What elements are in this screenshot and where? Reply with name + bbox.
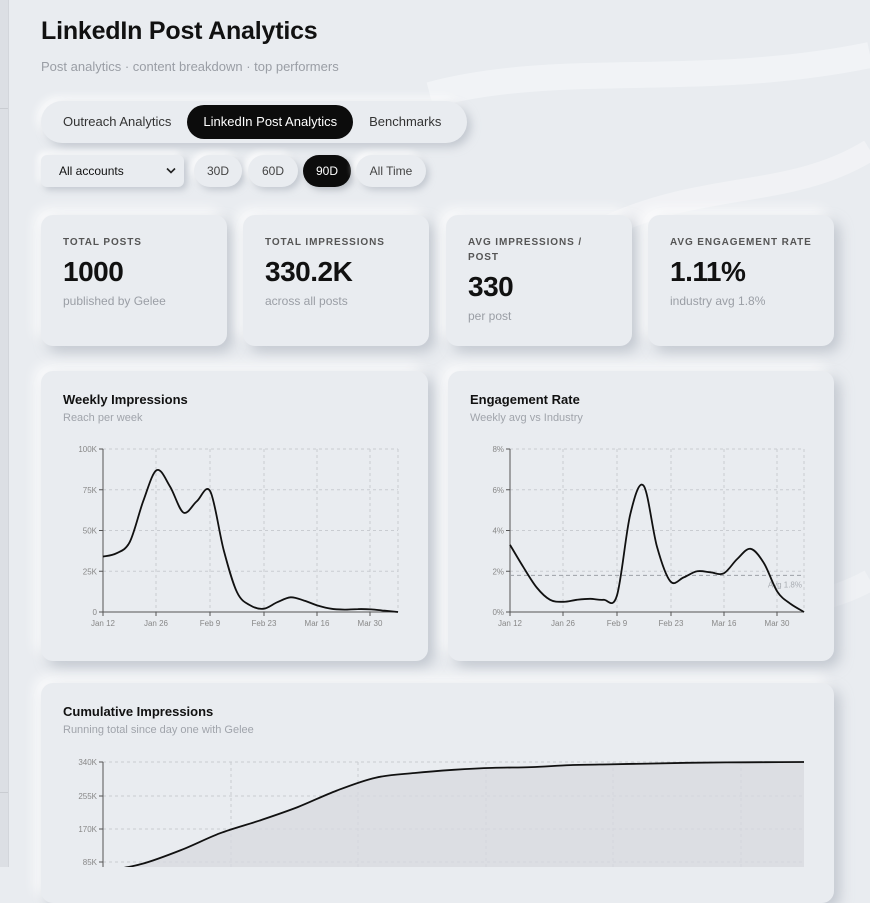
kpi-card-total-impressions: TOTAL IMPRESSIONS 330.2K across all post…: [243, 215, 429, 346]
account-select[interactable]: All accounts: [41, 155, 184, 187]
edge-divider: [0, 792, 8, 793]
kpi-label: AVG ENGAGEMENT RATE: [670, 237, 812, 248]
kpi-card-avg-engagement-rate: AVG ENGAGEMENT RATE 1.11% industry avg 1…: [648, 215, 834, 346]
kpi-subtext: per post: [468, 309, 512, 323]
engagement-rate-card: Engagement Rate Weekly avg vs Industry: [448, 371, 834, 661]
chart-subtitle: Running total since day one with Gelee: [63, 724, 254, 736]
kpi-subtext: industry avg 1.8%: [670, 294, 766, 308]
chevron-down-icon: [166, 167, 176, 174]
kpi-card-avg-impressions: AVG IMPRESSIONS / POST 330 per post: [446, 215, 632, 346]
cumulative-impressions-card: Cumulative Impressions Running total sin…: [41, 683, 834, 903]
kpi-label: TOTAL POSTS: [63, 237, 142, 248]
tab-linkedin-post-analytics[interactable]: LinkedIn Post Analytics: [187, 105, 354, 139]
chart-title: Cumulative Impressions: [63, 704, 214, 719]
account-select-value: All accounts: [59, 164, 124, 178]
kpi-value: 1.11%: [670, 256, 746, 287]
kpi-subtext: published by Gelee: [63, 294, 166, 308]
page-title: LinkedIn Post Analytics: [41, 17, 318, 45]
weekly-impressions-card: Weekly Impressions Reach per week: [41, 371, 428, 661]
edge-divider: [0, 108, 8, 109]
kpi-label: AVG IMPRESSIONS / POST: [468, 237, 583, 263]
tab-outreach-analytics[interactable]: Outreach Analytics: [63, 114, 172, 129]
chart-title: Weekly Impressions: [63, 392, 188, 407]
kpi-subtext: across all posts: [265, 294, 348, 308]
window-edge: [0, 0, 9, 867]
range-60d-button[interactable]: 60D: [248, 155, 298, 187]
range-90d-button[interactable]: 90D: [303, 155, 351, 187]
range-30d-button[interactable]: 30D: [194, 155, 242, 187]
kpi-value: 1000: [63, 256, 124, 287]
chart-title: Engagement Rate: [470, 392, 580, 407]
chart-subtitle: Weekly avg vs Industry: [470, 412, 583, 424]
tab-benchmarks[interactable]: Benchmarks: [369, 114, 442, 129]
page-subtitle: Post analytics · content breakdown · top…: [41, 59, 339, 74]
tab-bar: Outreach Analytics LinkedIn Post Analyti…: [41, 101, 467, 143]
kpi-value: 330.2K: [265, 256, 353, 287]
kpi-value: 330: [468, 271, 514, 302]
chart-subtitle: Reach per week: [63, 412, 143, 424]
kpi-label: TOTAL IMPRESSIONS: [265, 237, 385, 248]
kpi-card-total-posts: TOTAL POSTS 1000 published by Gelee: [41, 215, 227, 346]
range-all-time-button[interactable]: All Time: [356, 155, 426, 187]
